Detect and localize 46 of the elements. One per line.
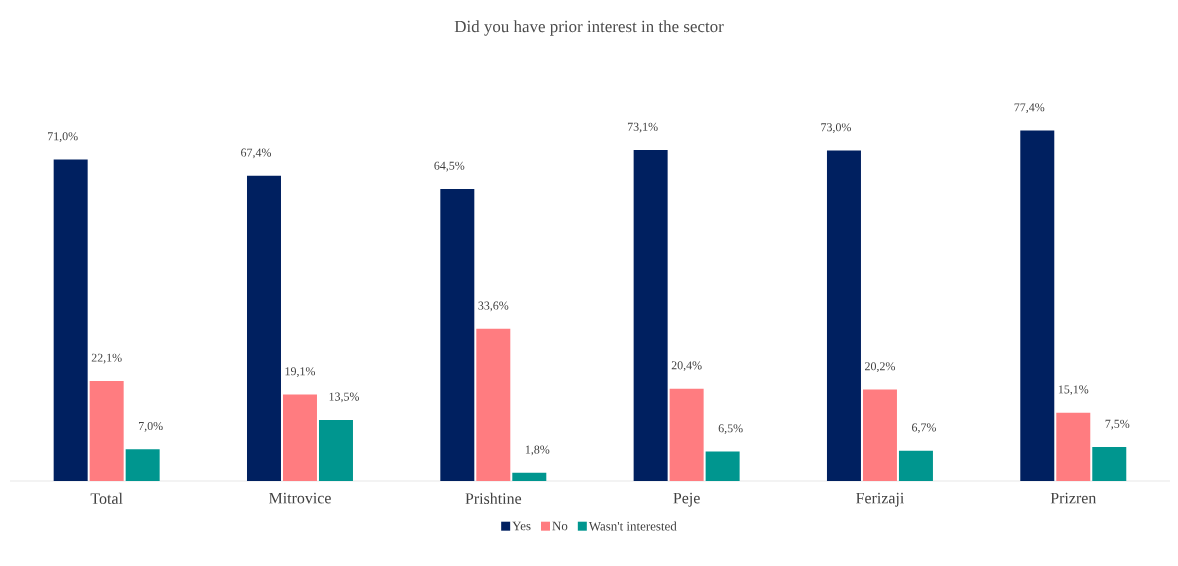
x-tick-label: Ferizaji xyxy=(856,492,904,507)
x-tick-label: Peje xyxy=(673,492,700,507)
bar xyxy=(826,150,861,481)
legend-label: Wasn't interested xyxy=(588,521,677,531)
data-label: 20,2% xyxy=(865,362,895,373)
bar xyxy=(1020,130,1055,481)
bar xyxy=(476,328,511,481)
data-label: 71,0% xyxy=(48,132,78,143)
bar xyxy=(898,450,933,481)
bar xyxy=(862,389,897,481)
bar xyxy=(705,451,740,481)
bar xyxy=(282,394,317,481)
data-label: 7,0% xyxy=(138,421,163,432)
data-label: 19,1% xyxy=(285,367,316,378)
data-label: 6,7% xyxy=(912,423,936,434)
data-label: 6,5% xyxy=(718,424,743,435)
data-label: 13,5% xyxy=(329,392,360,403)
data-label: 7,5% xyxy=(1105,419,1130,430)
bar xyxy=(440,188,475,481)
data-label: 33,6% xyxy=(478,301,509,312)
data-label: 1,8% xyxy=(525,445,550,456)
legend-label: No xyxy=(552,521,568,531)
bar xyxy=(633,150,668,481)
bar xyxy=(512,472,547,481)
bar xyxy=(1056,412,1091,481)
bar xyxy=(53,159,88,481)
data-label: 15,1% xyxy=(1058,385,1089,396)
bar xyxy=(669,388,704,481)
bar xyxy=(318,419,353,481)
data-label: 20,4% xyxy=(671,361,702,372)
x-tick-label: Prizren xyxy=(1050,492,1097,504)
bar xyxy=(125,449,160,481)
x-tick-label: Mitrovice xyxy=(269,492,331,504)
x-tick-label: Total xyxy=(90,492,123,504)
data-label: 22,1% xyxy=(91,353,122,364)
data-label: 73,1% xyxy=(627,122,658,133)
x-tick-label: Prishtine xyxy=(465,492,522,504)
bar xyxy=(1092,447,1127,481)
bar xyxy=(246,175,281,481)
chart-title: Did you have prior interest in the sector xyxy=(454,20,724,36)
bar xyxy=(89,380,124,481)
data-label: 67,4% xyxy=(241,148,272,159)
data-label: 64,5% xyxy=(434,161,465,172)
legend-label: Yes xyxy=(512,521,531,531)
data-label: 73,0% xyxy=(821,123,851,133)
data-label: 77,4% xyxy=(1014,103,1045,114)
